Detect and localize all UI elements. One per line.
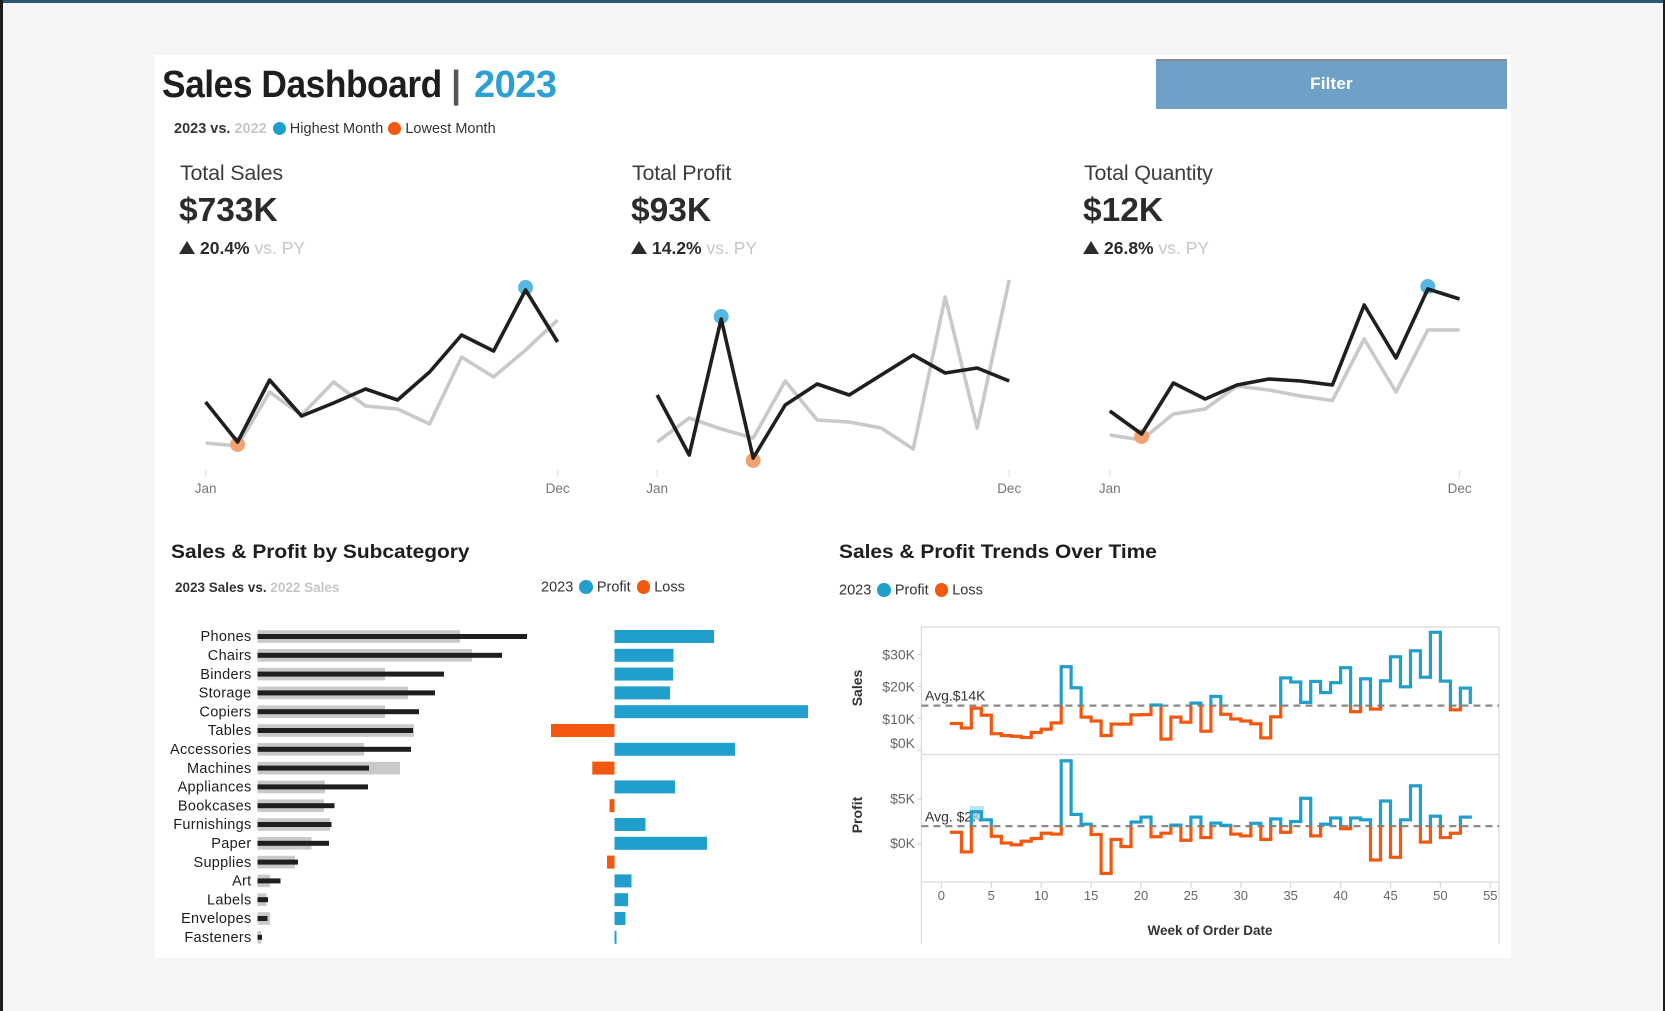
svg-text:Accessories: Accessories — [170, 742, 251, 758]
svg-text:Storage: Storage — [199, 686, 252, 702]
svg-text:35: 35 — [1283, 888, 1297, 903]
svg-text:Appliances: Appliances — [178, 780, 252, 796]
svg-text:Paper: Paper — [211, 836, 251, 852]
svg-text:0: 0 — [938, 888, 945, 903]
svg-text:5: 5 — [988, 888, 995, 903]
svg-text:Dec: Dec — [546, 481, 570, 496]
svg-text:25: 25 — [1184, 888, 1198, 903]
svg-text:Avg.$14K: Avg.$14K — [925, 688, 986, 704]
svg-text:30: 30 — [1234, 888, 1248, 903]
svg-text:45: 45 — [1383, 888, 1397, 903]
svg-text:Furnishings: Furnishings — [173, 817, 251, 833]
svg-text:40: 40 — [1333, 888, 1347, 903]
svg-text:Envelopes: Envelopes — [181, 911, 251, 927]
svg-text:15: 15 — [1084, 888, 1098, 903]
svg-text:Phones: Phones — [201, 629, 252, 645]
svg-text:Jan: Jan — [1099, 481, 1121, 496]
svg-text:$20K: $20K — [882, 678, 915, 694]
svg-text:Supplies: Supplies — [193, 855, 251, 871]
svg-text:$0K: $0K — [890, 835, 916, 851]
svg-text:Binders: Binders — [200, 667, 251, 683]
svg-text:Chairs: Chairs — [208, 648, 252, 664]
svg-text:Jan: Jan — [195, 481, 217, 496]
svg-text:$10K: $10K — [882, 711, 915, 727]
svg-text:50: 50 — [1433, 888, 1447, 903]
svg-text:20: 20 — [1134, 888, 1148, 903]
svg-text:Jan: Jan — [646, 481, 668, 496]
svg-text:Copiers: Copiers — [199, 704, 251, 720]
svg-text:Fasteners: Fasteners — [184, 930, 251, 946]
svg-text:Dec: Dec — [1448, 481, 1472, 496]
svg-text:Art: Art — [232, 874, 251, 890]
svg-text:Labels: Labels — [207, 892, 252, 908]
svg-text:Avg. $2K: Avg. $2K — [925, 809, 982, 825]
svg-text:Tables: Tables — [208, 723, 252, 739]
svg-text:55: 55 — [1483, 888, 1497, 903]
svg-text:$30K: $30K — [882, 646, 915, 662]
svg-text:Profit: Profit — [849, 796, 865, 833]
svg-text:Dec: Dec — [997, 481, 1021, 496]
svg-text:Sales: Sales — [849, 669, 865, 706]
svg-text:$0K: $0K — [890, 735, 916, 751]
svg-text:$5K: $5K — [890, 790, 916, 806]
svg-text:Machines: Machines — [187, 761, 251, 777]
svg-text:10: 10 — [1034, 888, 1048, 903]
svg-text:Week of Order Date: Week of Order Date — [1147, 923, 1273, 938]
svg-text:Bookcases: Bookcases — [178, 798, 252, 814]
